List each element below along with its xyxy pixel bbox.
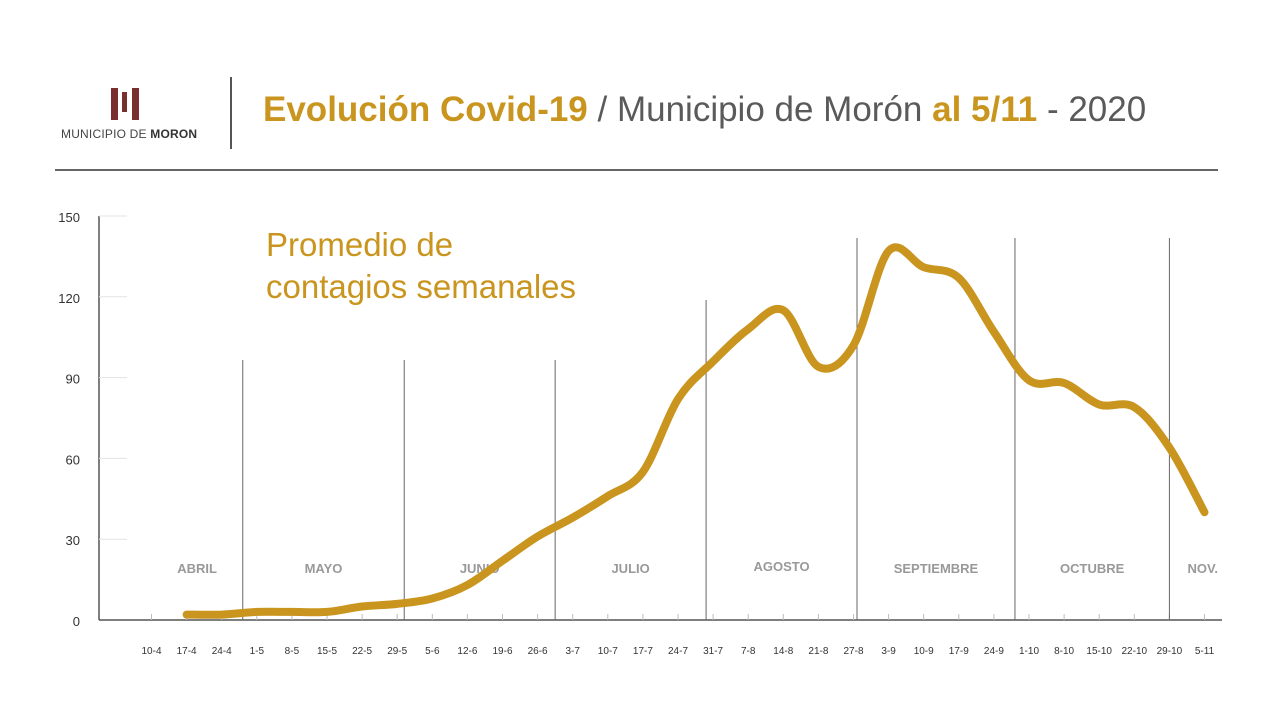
y-tick-label: 60	[66, 452, 80, 467]
x-tick-label: 29-10	[1157, 646, 1183, 657]
x-tick-label: 22-10	[1122, 646, 1148, 657]
x-tick-label: 8-5	[285, 646, 300, 657]
x-tick-label: 5-6	[425, 646, 440, 657]
x-tick-label: 8-10	[1054, 646, 1074, 657]
x-tick-label: 27-8	[843, 646, 863, 657]
x-tick-label: 12-6	[457, 646, 477, 657]
x-tick-label: 24-7	[668, 646, 688, 657]
month-label: OCTUBRE	[1060, 561, 1125, 576]
x-tick-label: 3-7	[565, 646, 580, 657]
x-tick-label: 24-9	[984, 646, 1004, 657]
x-tick-label: 1-5	[250, 646, 265, 657]
month-label: MAYO	[305, 561, 343, 576]
x-tick-label: 29-5	[387, 646, 407, 657]
x-tick-label: 17-4	[177, 646, 197, 657]
y-tick-label: 30	[66, 533, 80, 548]
x-tick-label: 10-4	[141, 646, 161, 657]
month-label: SEPTIEMBRE	[894, 561, 979, 576]
x-tick-label: 21-8	[808, 646, 828, 657]
header-divider	[230, 77, 232, 149]
x-tick-label: 14-8	[773, 646, 793, 657]
x-tick-label: 5-11	[1195, 646, 1215, 657]
x-tick-label: 17-7	[633, 646, 653, 657]
x-tick-label: 22-5	[352, 646, 372, 657]
x-tick-label: 10-7	[598, 646, 618, 657]
x-tick-label: 24-4	[212, 646, 232, 657]
y-tick-label: 90	[66, 372, 80, 387]
page-title: Evolución Covid-19 / Municipio de Morón …	[263, 90, 1147, 129]
month-label: ABRIL	[177, 561, 217, 576]
x-tick-label: 15-5	[317, 646, 337, 657]
chart-title: Promedio de contagios semanales	[266, 226, 577, 305]
x-tick-label: 31-7	[703, 646, 723, 657]
y-tick-label: 150	[58, 210, 80, 225]
x-tick-label: 7-8	[741, 646, 756, 657]
header-rule	[55, 169, 1218, 171]
logo-text: MUNICIPIO DE MORON	[61, 127, 198, 141]
x-tick-label: 19-6	[492, 646, 512, 657]
month-label: AGOSTO	[753, 559, 809, 574]
x-tick-label: 3-9	[881, 646, 896, 657]
x-tick-label: 15-10	[1086, 646, 1112, 657]
month-label: JULIO	[611, 561, 649, 576]
month-label: NOV.	[1187, 561, 1218, 576]
x-tick-label: 17-9	[949, 646, 969, 657]
y-tick-label: 0	[73, 614, 80, 629]
x-tick-label: 26-6	[528, 646, 548, 657]
x-tick-label: 10-9	[914, 646, 934, 657]
y-tick-label: 120	[58, 291, 80, 306]
x-tick-label: 1-10	[1019, 646, 1039, 657]
municipio-logo-icon	[111, 88, 139, 120]
header: MUNICIPIO DE MORON Evolución Covid-19 / …	[0, 0, 1280, 175]
